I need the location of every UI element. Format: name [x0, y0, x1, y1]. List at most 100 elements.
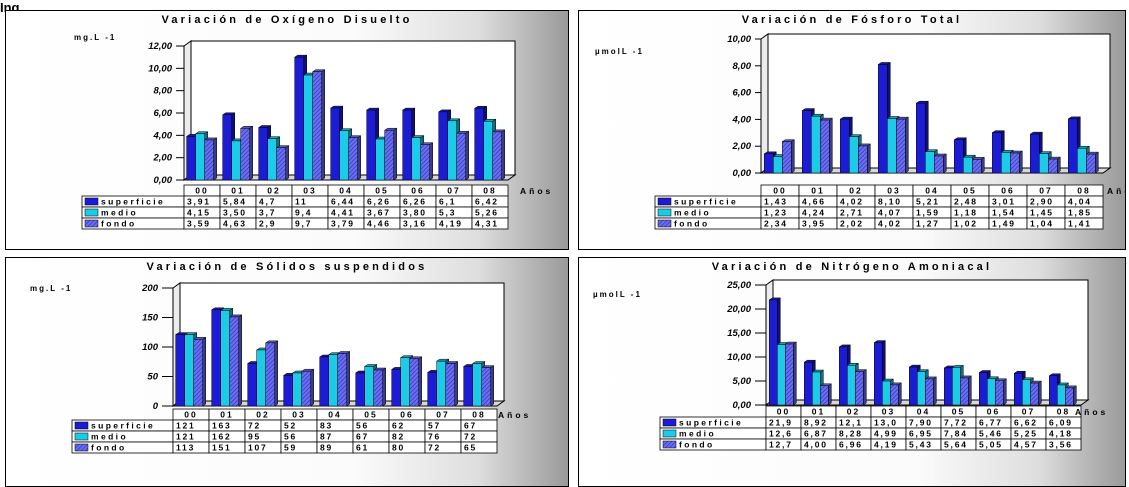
data-label: 8,92 — [804, 418, 828, 428]
bar-fondo-02 — [854, 369, 868, 406]
data-label: 163 — [212, 421, 232, 431]
chart-svg: 0 50 100 150 200 00 01 02 03 04 05 06 07 08 superficie… — [71, 282, 528, 454]
bar-fondo-07 — [455, 130, 470, 181]
data-label: 4,63 — [223, 219, 247, 229]
data-label: 6,77 — [979, 418, 1003, 428]
legend-label-medio: medio — [679, 429, 716, 439]
data-label: 5,26 — [475, 208, 499, 218]
legend-swatch-fondo — [662, 440, 677, 449]
data-label: 6,42 — [475, 197, 499, 207]
data-label: 3,01 — [992, 197, 1016, 207]
data-label: 2,34 — [764, 219, 788, 229]
data-label: 4,46 — [367, 219, 391, 229]
data-label: 4,02 — [878, 219, 902, 229]
x-tick-label: 03 — [887, 186, 900, 196]
data-label: 7,90 — [909, 418, 933, 428]
panel-nitrogeno-amoniacal: Variación de Nitrógeno Amoniacal µmolL -… — [578, 257, 1126, 487]
data-label: 1,04 — [1030, 219, 1054, 229]
y-tick-label: 100 — [142, 342, 159, 353]
bar-fondo-05 — [372, 367, 387, 407]
x-tick-label: 00 — [773, 186, 786, 196]
bar-fondo-01 — [819, 117, 834, 174]
data-label: 12,7 — [769, 440, 793, 450]
x-tick-label: 04 — [339, 186, 352, 196]
legend-label-superficie: superficie — [679, 418, 743, 428]
y-tick-label: 5,00 — [733, 376, 752, 387]
data-label: 8,28 — [839, 429, 863, 439]
x-tick-label: 07 — [436, 410, 449, 420]
chart-title: Variación de Nitrógeno Amoniacal — [711, 261, 993, 273]
y-tick-label: 6,00 — [154, 108, 173, 119]
x-tick-label: 03 — [882, 407, 895, 417]
legend-label-superficie: superficie — [674, 197, 738, 207]
x-tick-label: 05 — [375, 186, 388, 196]
bar-fondo-07 — [1047, 156, 1062, 174]
data-label: 3,79 — [331, 219, 355, 229]
y-tick-label: 10,00 — [148, 63, 172, 74]
bar-fondo-03 — [889, 382, 903, 406]
x-tick-label: 08 — [1077, 186, 1090, 196]
data-label: 3,80 — [403, 208, 427, 218]
y-tick-label: 0,00 — [733, 400, 752, 411]
bar-fondo-03 — [895, 116, 910, 174]
data-label: 72 — [248, 421, 261, 431]
data-label: 5,05 — [979, 440, 1003, 450]
y-tick-label: 2,00 — [732, 141, 752, 152]
x-tick-label: 01 — [811, 186, 824, 196]
bar-fondo-06 — [994, 378, 1008, 406]
data-label: 1,18 — [954, 208, 978, 218]
x-tick-label: 06 — [400, 410, 413, 420]
bar-fondo-04 — [336, 351, 351, 407]
x-tick-label: 03 — [292, 410, 305, 420]
x-tick-label: 00 — [777, 407, 790, 417]
data-label: 3,16 — [403, 219, 427, 229]
data-label: 95 — [248, 432, 261, 442]
data-label: 5,21 — [916, 197, 940, 207]
data-label: 3,59 — [187, 219, 211, 229]
chart-title: Variación de Fósforo Total — [741, 14, 963, 26]
y-tick-label: 0 — [153, 401, 159, 412]
data-label: 67 — [464, 421, 477, 431]
legend-swatch-medio — [74, 432, 89, 441]
chart-svg: 0,00 5,00 10,00 15,00 20,00 25,00 00 01 02 03 04 05… — [659, 279, 1105, 451]
y-tick-label: 10,00 — [727, 34, 751, 45]
bar-fondo-04 — [933, 153, 948, 174]
bar-fondo-00 — [781, 139, 796, 174]
y-axis-unit: µmolL -1 — [593, 290, 642, 299]
x-tick-label: 06 — [987, 407, 1000, 417]
data-label: 2,71 — [840, 208, 864, 218]
data-label: 151 — [212, 443, 232, 453]
data-label: 6,44 — [331, 197, 355, 207]
data-label: 5,43 — [909, 440, 933, 450]
data-table: 00 01 02 03 04 05 06 07 08 superficie 1,43 4,66 4,02… — [654, 184, 1104, 230]
legend-swatch-fondo — [657, 219, 672, 228]
data-label: 72 — [464, 432, 477, 442]
legend-label-fondo: fondo — [674, 219, 710, 229]
bar-fondo-06 — [408, 356, 423, 407]
data-label: 1,54 — [992, 208, 1016, 218]
x-tick-label: 05 — [364, 410, 377, 420]
data-label: 61 — [356, 443, 369, 453]
y-tick-label: 20,00 — [726, 304, 751, 315]
y-tick-label: 50 — [147, 372, 158, 383]
x-axis-title: Años — [1107, 186, 1125, 196]
data-label: 89 — [320, 443, 333, 453]
data-label: 4,19 — [439, 219, 463, 229]
y-tick-label: 0,00 — [733, 168, 752, 179]
y-tick-label: 15,00 — [727, 328, 751, 339]
data-label: 162 — [212, 432, 232, 442]
data-label: 2,48 — [954, 197, 978, 207]
data-label: 1,23 — [764, 208, 788, 218]
data-label: 4,00 — [804, 440, 828, 450]
data-label: 21,9 — [769, 418, 793, 428]
legend-swatch-fondo — [84, 219, 99, 228]
legend-swatch-fondo — [74, 443, 89, 452]
bar-fondo-05 — [383, 127, 398, 181]
x-tick-label: 07 — [1039, 186, 1052, 196]
data-label: 1,43 — [764, 197, 788, 207]
data-label: 5,25 — [1014, 429, 1038, 439]
data-label: 2,02 — [840, 219, 864, 229]
data-label: 2,90 — [1030, 197, 1054, 207]
bar-fondo-06 — [1009, 150, 1024, 174]
data-label: 2,9 — [259, 219, 276, 229]
